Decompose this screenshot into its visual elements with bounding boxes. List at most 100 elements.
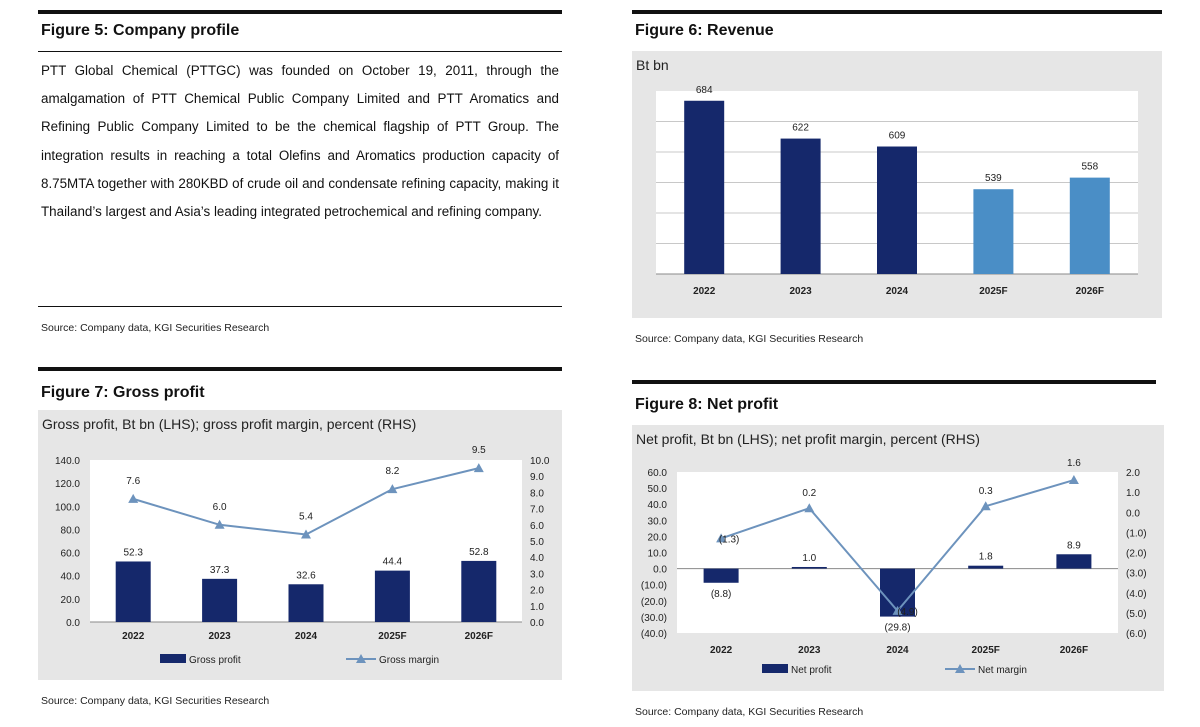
- gross-profit-legend-bar-swatch: [160, 654, 186, 663]
- net-profit-chart-svg: 60.0 50.0 40.0 30.0 20.0 10.0 0.0 (10.0) (20.0) (…: [641, 458, 1147, 676]
- revenue-x-tick-label: 2024: [886, 286, 909, 297]
- net-profit-margin-point: [804, 503, 815, 513]
- revenue-x-tick-label: 2023: [789, 286, 812, 297]
- net-profit-left-tick-label: (10.0): [641, 581, 667, 592]
- net-profit-margin-point: [716, 533, 727, 543]
- net-profit-margin-point: [1068, 475, 1079, 485]
- gross-profit-bar-2023: [202, 578, 238, 622]
- gross-profit-x-tick-label: 2024: [295, 631, 318, 642]
- fig8-source: Source: Company data, KGI Securities Res…: [635, 706, 864, 718]
- net-profit-right-tick-label: (1.0): [1126, 528, 1147, 539]
- gross-profit-x-tick-label: 2026F: [465, 631, 493, 642]
- net-profit-right-tick-label: (2.0): [1126, 549, 1147, 560]
- revenue-bar-2024: [877, 146, 917, 274]
- net-profit-left-tick-label: 60.0: [648, 468, 668, 479]
- net-profit-margin-point: [892, 605, 903, 615]
- revenue-x-tick-label: 2025F: [979, 286, 1007, 297]
- fig6-chart-title: Bt bn: [636, 57, 669, 73]
- gross-profit-right-tick-label: 3.0: [530, 569, 544, 580]
- net-profit-right-tick-label: 0.0: [1126, 508, 1140, 519]
- fig5-bottom-rule: [38, 306, 562, 307]
- net-profit-left-tick-label: (30.0): [641, 613, 667, 624]
- gross-profit-left-tick-label: 40.0: [61, 572, 81, 583]
- fig7-chart: Gross profit, Bt bn (LHS); gross profit …: [38, 410, 562, 680]
- gross-profit-bar-2022: [115, 561, 151, 622]
- net-profit-margin-data-label: 0.2: [802, 488, 816, 499]
- net-profit-legend-line-marker: [955, 664, 965, 673]
- net-profit-right-tick-label: (4.0): [1126, 589, 1147, 600]
- net-profit-bar-data-label: (29.8): [884, 623, 910, 634]
- gross-profit-bar-data-label: 52.3: [123, 547, 143, 558]
- fig8-chart: Net profit, Bt bn (LHS); net profit marg…: [632, 425, 1164, 691]
- net-profit-right-tick-label: (5.0): [1126, 609, 1147, 620]
- gross-profit-bar-data-label: 44.4: [383, 557, 403, 568]
- fig8-title: Figure 8: Net profit: [635, 396, 779, 413]
- gross-profit-bar-2024: [288, 584, 324, 622]
- revenue-data-label: 558: [1081, 162, 1098, 173]
- revenue-x-tick-label: 2026F: [1076, 286, 1104, 297]
- net-profit-bar-data-label: 1.8: [979, 552, 993, 563]
- fig8-chart-title: Net profit, Bt bn (LHS); net profit marg…: [636, 431, 980, 447]
- net-profit-left-tick-label: 50.0: [648, 484, 668, 495]
- gross-profit-x-tick-label: 2025F: [378, 631, 406, 642]
- net-profit-legend-bar-swatch: [762, 664, 788, 673]
- gross-profit-legend-bar-label: Gross profit: [189, 655, 241, 666]
- revenue-data-label: 684: [696, 85, 713, 96]
- net-profit-legend-line-label: Net margin: [978, 665, 1027, 676]
- net-profit-margin-data-label: (4.9): [897, 607, 918, 618]
- gross-profit-right-tick-label: 2.0: [530, 586, 544, 597]
- revenue-bar-2022: [684, 100, 725, 274]
- net-profit-bar-2025f: [968, 565, 1004, 569]
- gross-profit-bar-2025f: [374, 570, 410, 622]
- gross-profit-right-tick-label: 6.0: [530, 521, 544, 532]
- net-profit-x-tick-label: 2025F: [972, 645, 1000, 656]
- net-profit-right-tick-label: (3.0): [1126, 569, 1147, 580]
- fig6-chart: Bt bn 684 2022 622 2023 609 2024 539 2025F 558 20…: [632, 51, 1162, 318]
- gross-profit-bar-data-label: 52.8: [469, 547, 489, 558]
- gross-profit-right-tick-label: 5.0: [530, 537, 544, 548]
- gross-profit-margin-data-label: 9.5: [472, 445, 486, 456]
- fig5-top-rule: [38, 10, 562, 14]
- gross-profit-margin-data-label: 8.2: [385, 466, 399, 477]
- net-profit-left-tick-label: 20.0: [648, 532, 668, 543]
- fig5-title-rule: [38, 51, 562, 52]
- net-profit-legend-bar-label: Net profit: [791, 665, 832, 676]
- revenue-data-label: 622: [792, 123, 809, 134]
- net-profit-x-tick-label: 2026F: [1060, 645, 1088, 656]
- gross-profit-left-tick-label: 140.0: [55, 456, 80, 467]
- gross-profit-x-tick-label: 2023: [208, 631, 231, 642]
- gross-profit-x-tick-label: 2022: [122, 631, 145, 642]
- gross-profit-right-tick-label: 7.0: [530, 505, 544, 516]
- net-profit-margin-point: [980, 501, 991, 511]
- gross-profit-left-tick-label: 100.0: [55, 502, 80, 513]
- gross-profit-left-tick-label: 80.0: [61, 525, 81, 536]
- revenue-data-label: 609: [889, 131, 906, 142]
- gross-profit-margin-point: [473, 463, 484, 473]
- gross-profit-right-tick-label: 4.0: [530, 553, 544, 564]
- fig5-source: Source: Company data, KGI Securities Res…: [41, 322, 270, 334]
- gross-profit-legend-line-label: Gross margin: [379, 655, 439, 666]
- gross-profit-right-tick-label: 0.0: [530, 618, 544, 629]
- revenue-chart-svg: 684 2022 622 2023 609 2024 539 2025F 558 2026F: [656, 85, 1138, 297]
- fig7-source: Source: Company data, KGI Securities Res…: [41, 695, 270, 707]
- fig6-top-rule: [632, 10, 1162, 14]
- gross-profit-left-tick-label: 20.0: [61, 595, 81, 606]
- fig6-title: Figure 6: Revenue: [635, 22, 774, 39]
- fig8-top-rule: [632, 380, 1156, 384]
- gross-profit-left-tick-label: 60.0: [61, 549, 81, 560]
- net-profit-bar-data-label: 8.9: [1067, 540, 1081, 551]
- gross-profit-right-tick-label: 9.0: [530, 472, 544, 483]
- net-profit-bar-data-label: (8.8): [711, 589, 732, 600]
- net-profit-left-tick-label: 0.0: [653, 565, 667, 576]
- revenue-bar-2026f: [1069, 177, 1110, 274]
- fig6-source: Source: Company data, KGI Securities Res…: [635, 333, 864, 345]
- net-profit-bar-2022: [703, 568, 739, 583]
- gross-profit-bar-2026f: [461, 560, 497, 622]
- fig7-chart-title: Gross profit, Bt bn (LHS); gross profit …: [42, 416, 417, 432]
- net-profit-left-tick-label: 40.0: [648, 500, 668, 511]
- gross-profit-margin-point: [128, 493, 139, 503]
- gross-profit-left-tick-label: 120.0: [55, 479, 80, 490]
- net-profit-margin-data-label: 0.3: [979, 486, 993, 497]
- gross-profit-right-tick-label: 10.0: [530, 456, 550, 467]
- gross-profit-legend-line-marker: [356, 654, 366, 663]
